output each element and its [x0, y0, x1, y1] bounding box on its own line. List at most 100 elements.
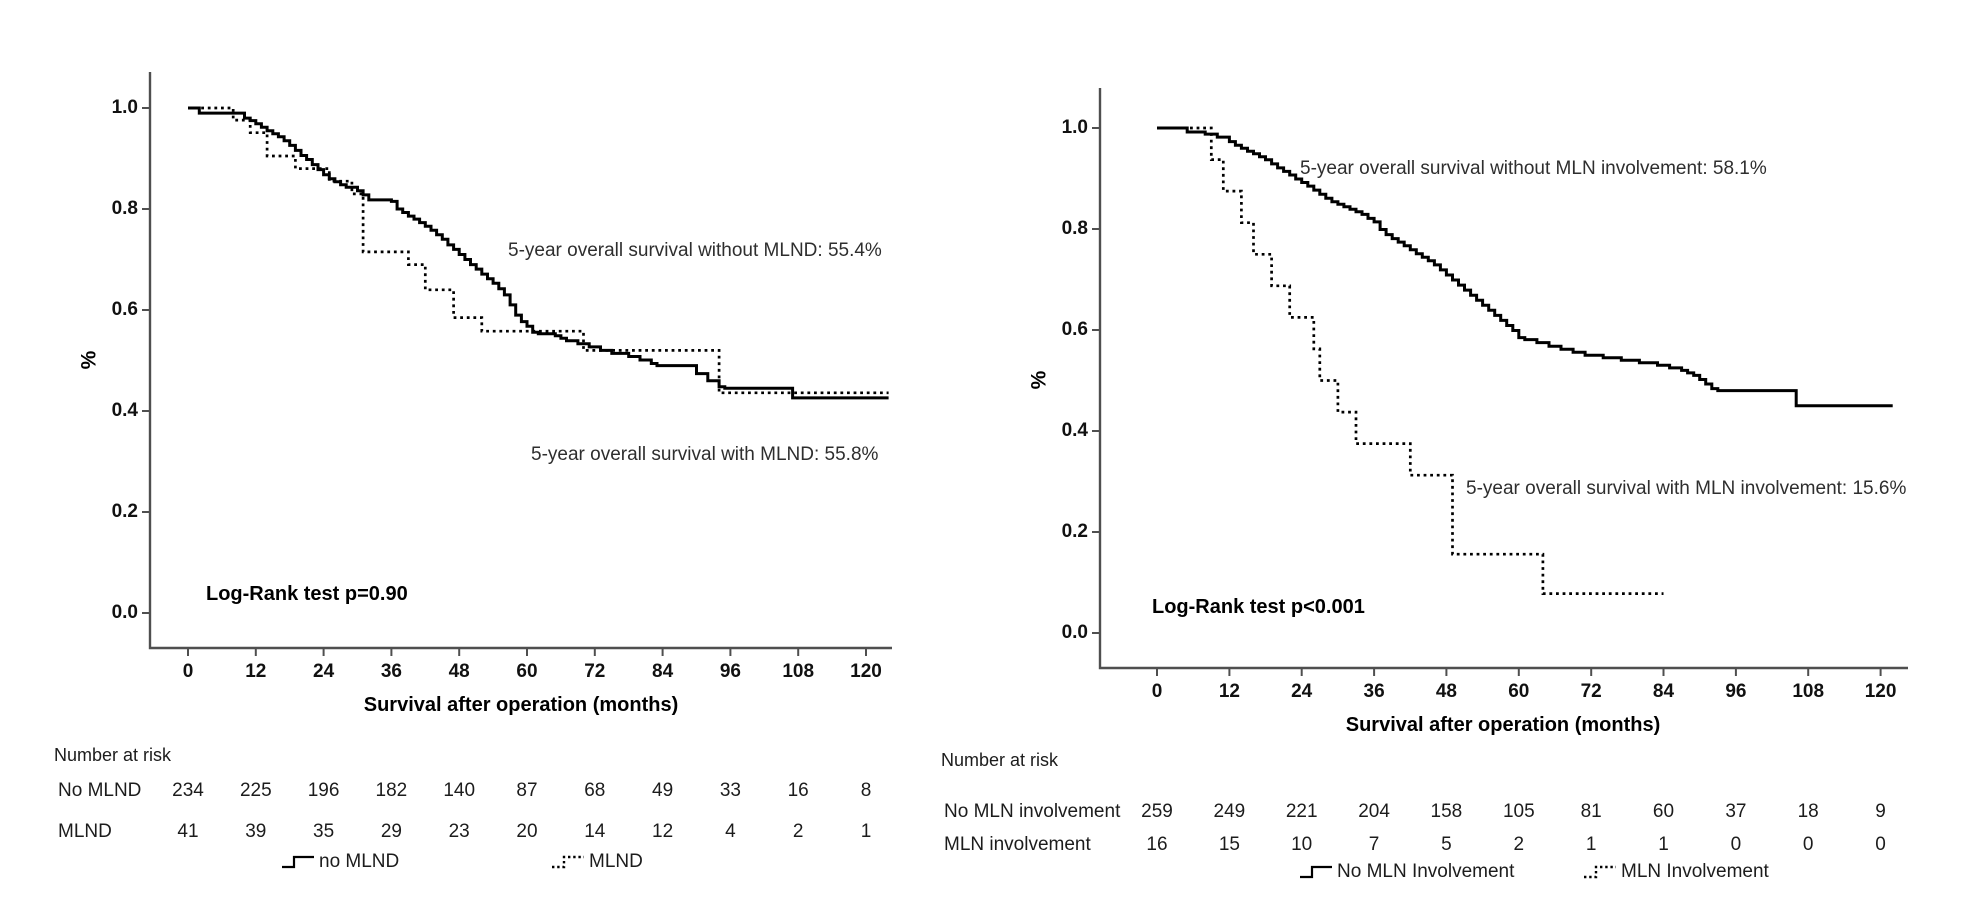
x-tick-label: 48 [448, 661, 470, 682]
km-curve-solid-left [188, 106, 889, 400]
risk-count: 204 [1358, 801, 1390, 822]
y-tick-label: 1.0 [111, 97, 138, 118]
x-tick-label: 84 [652, 661, 674, 682]
axis-frame-left [148, 72, 892, 650]
x-tick-label: 96 [1725, 681, 1747, 702]
x-tick-label: 108 [1792, 681, 1825, 702]
y-axis-title-left: % [77, 350, 101, 370]
x-tick-label: 72 [584, 661, 606, 682]
legend-dotted-line-icon [551, 853, 587, 871]
risk-count: 87 [516, 780, 538, 801]
legend-solid-line-icon [281, 853, 317, 871]
risk-count: 16 [787, 780, 809, 801]
y-tick-label: 1.0 [1061, 117, 1088, 138]
annotation-with-right: 5-year overall survival with MLN involve… [1466, 478, 1907, 499]
risk-count: 15 [1218, 834, 1240, 855]
x-tick-label: 0 [182, 661, 194, 682]
x-tick-label: 36 [1363, 681, 1385, 702]
annotation-without-left: 5-year overall survival without MLND: 55… [508, 240, 882, 261]
risk-count: 16 [1146, 834, 1168, 855]
risk-row-label-no-mln-involvement: No MLN involvement [944, 801, 1121, 822]
risk-count: 1 [860, 821, 872, 842]
risk-count: 182 [375, 780, 408, 801]
km-curve-dotted-right [1157, 126, 1664, 595]
legend-solid-line-icon [1299, 863, 1335, 881]
legend-label: MLND [589, 851, 643, 872]
x-tick-label: 0 [1151, 681, 1163, 702]
km-curve-dotted-left [188, 106, 889, 395]
risk-count: 23 [448, 821, 470, 842]
risk-count: 259 [1141, 801, 1173, 822]
risk-count: 20 [516, 821, 538, 842]
x-tick-label: 84 [1652, 681, 1675, 702]
x-tick-label: 12 [245, 661, 267, 682]
x-tick-label: 24 [1291, 681, 1313, 702]
risk-count: 0 [1730, 834, 1742, 855]
risk-count: 105 [1502, 801, 1535, 822]
risk-count: 33 [719, 780, 741, 801]
risk-count: 68 [584, 780, 606, 801]
risk-count: 8 [860, 780, 872, 801]
risk-count: 221 [1285, 801, 1318, 822]
risk-count: 225 [239, 780, 272, 801]
x-tick-label: 48 [1435, 681, 1457, 702]
risk-count: 7 [1368, 834, 1380, 855]
y-axis-title-right: % [1027, 370, 1051, 390]
risk-row-label-mln-involvement: MLN involvement [944, 834, 1091, 855]
risk-count: 37 [1725, 801, 1747, 822]
risk-count: 49 [652, 780, 674, 801]
risk-count: 1 [1585, 834, 1597, 855]
risk-count: 196 [307, 780, 340, 801]
risk-table-title-left: Number at risk [54, 745, 172, 765]
legend-label: No MLN Involvement [1337, 861, 1515, 882]
y-tick-label: 0.6 [111, 299, 138, 320]
risk-count: 60 [1652, 801, 1675, 822]
legend-item-solid-right: No MLN Involvement [1299, 861, 1514, 883]
y-tick-label: 0.8 [111, 198, 138, 219]
risk-count: 249 [1213, 801, 1246, 822]
y-tick-label: 0.4 [111, 400, 138, 421]
y-tick-label: 0.0 [111, 602, 138, 623]
x-tick-label: 108 [782, 661, 815, 682]
legend-item-solid-left: no MLND [281, 851, 399, 873]
risk-row-label-no-mlnd: No MLND [58, 780, 142, 801]
x-tick-label: 72 [1580, 681, 1602, 702]
x-tick-label: 60 [1508, 681, 1530, 702]
risk-count: 1 [1658, 834, 1669, 855]
risk-count: 12 [652, 821, 674, 842]
risk-count: 234 [172, 780, 204, 801]
risk-count: 4 [725, 821, 736, 842]
axis-frame-right [1098, 88, 1908, 670]
legend-item-dotted-left: MLND [551, 851, 643, 873]
x-axis-title-right: Survival after operation (months) [1345, 714, 1661, 736]
risk-count: 41 [177, 821, 199, 842]
y-tick-label: 0.0 [1061, 622, 1088, 643]
annotation-without-right: 5-year overall survival without MLN invo… [1300, 158, 1767, 179]
risk-count: 14 [584, 821, 606, 842]
risk-count: 18 [1797, 801, 1819, 822]
risk-count: 35 [313, 821, 335, 842]
y-tick-label: 0.2 [1061, 521, 1088, 542]
x-tick-label: 12 [1218, 681, 1240, 702]
x-tick-label: 24 [313, 661, 335, 682]
risk-count: 29 [380, 821, 402, 842]
x-tick-label: 36 [380, 661, 402, 682]
legend-item-dotted-right: MLN Involvement [1583, 861, 1769, 883]
legend-dotted-line-icon [1583, 863, 1619, 881]
risk-count: 140 [443, 780, 476, 801]
x-tick-label: 120 [850, 661, 882, 682]
km-curve-solid-right [1157, 126, 1893, 408]
risk-count: 10 [1291, 834, 1313, 855]
x-tick-label: 120 [1864, 681, 1897, 702]
logrank-text-left: Log-Rank test p=0.90 [206, 583, 408, 605]
x-axis-title-left: Survival after operation (months) [363, 694, 679, 716]
risk-row-label-mlnd: MLND [58, 821, 112, 842]
y-tick-label: 0.2 [111, 501, 138, 522]
legend-label: MLN Involvement [1621, 861, 1769, 882]
risk-count: 81 [1580, 801, 1602, 822]
x-tick-label: 96 [719, 661, 741, 682]
risk-count: 0 [1802, 834, 1814, 855]
y-tick-label: 0.4 [1061, 420, 1088, 441]
